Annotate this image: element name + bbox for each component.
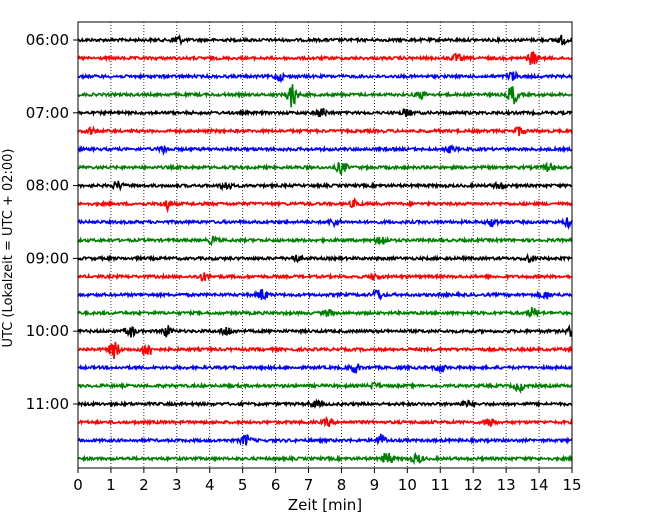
trace-1130 (77, 433, 573, 446)
x-tick-label: 15 (562, 476, 581, 494)
trace-1115 (77, 415, 573, 428)
x-tick-label: 5 (238, 476, 248, 494)
trace-0915 (77, 272, 573, 282)
x-tick-label: 14 (530, 476, 549, 494)
trace-0900 (77, 252, 573, 264)
y-tick-label: 11:00 (26, 395, 69, 413)
trace-0615 (77, 51, 573, 65)
x-tick-label: 8 (337, 476, 347, 494)
y-tick-label: 07:00 (26, 104, 69, 122)
trace-0630 (77, 70, 573, 84)
trace-0600 (77, 33, 573, 47)
x-tick-label: 7 (304, 476, 314, 494)
x-axis-ticks: 0 1 2 3 4 5 6 7 8 9 10 11 12 13 14 15 (73, 468, 582, 494)
y-axis-label: UTC (Lokalzeit = UTC + 02:00) (1, 149, 16, 348)
x-tick-label: 9 (370, 476, 380, 494)
x-tick-label: 6 (271, 476, 281, 494)
trace-1045 (77, 380, 573, 395)
x-tick-label: 4 (205, 476, 215, 494)
x-tick-label: 2 (139, 476, 149, 494)
x-tick-label: 10 (398, 476, 417, 494)
trace-0800 (77, 180, 573, 192)
x-tick-label: 12 (464, 476, 483, 494)
x-tick-label: 0 (73, 476, 83, 494)
y-tick-label: 09:00 (26, 249, 69, 267)
trace-1000 (77, 323, 573, 338)
y-axis-ticks: 06:00 07:00 08:00 09:00 10:00 11:00 (26, 31, 78, 413)
trace-1100 (77, 398, 573, 409)
trace-1030 (77, 363, 573, 374)
trace-1015 (77, 341, 573, 360)
grid (110, 22, 540, 468)
x-tick-label: 1 (106, 476, 116, 494)
trace-0815 (77, 197, 573, 214)
trace-0830 (77, 217, 573, 231)
trace-0945 (77, 306, 573, 318)
x-tick-label: 3 (172, 476, 182, 494)
trace-0745 (77, 161, 573, 176)
trace-0700 (77, 107, 573, 118)
trace-0715 (77, 125, 573, 136)
plot-frame (77, 21, 573, 469)
y-tick-label: 06:00 (26, 31, 69, 49)
trace-0845 (77, 235, 573, 247)
x-tick-label: 11 (431, 476, 450, 494)
trace-1145 (77, 451, 573, 466)
trace-0645 (77, 84, 573, 108)
x-axis-label: Zeit [min] (288, 496, 362, 514)
traces (77, 33, 573, 466)
trace-0730 (77, 143, 573, 157)
y-tick-label: 08:00 (26, 177, 69, 195)
trace-0930 (77, 288, 573, 302)
y-tick-label: 10:00 (26, 322, 69, 340)
x-tick-label: 13 (497, 476, 516, 494)
